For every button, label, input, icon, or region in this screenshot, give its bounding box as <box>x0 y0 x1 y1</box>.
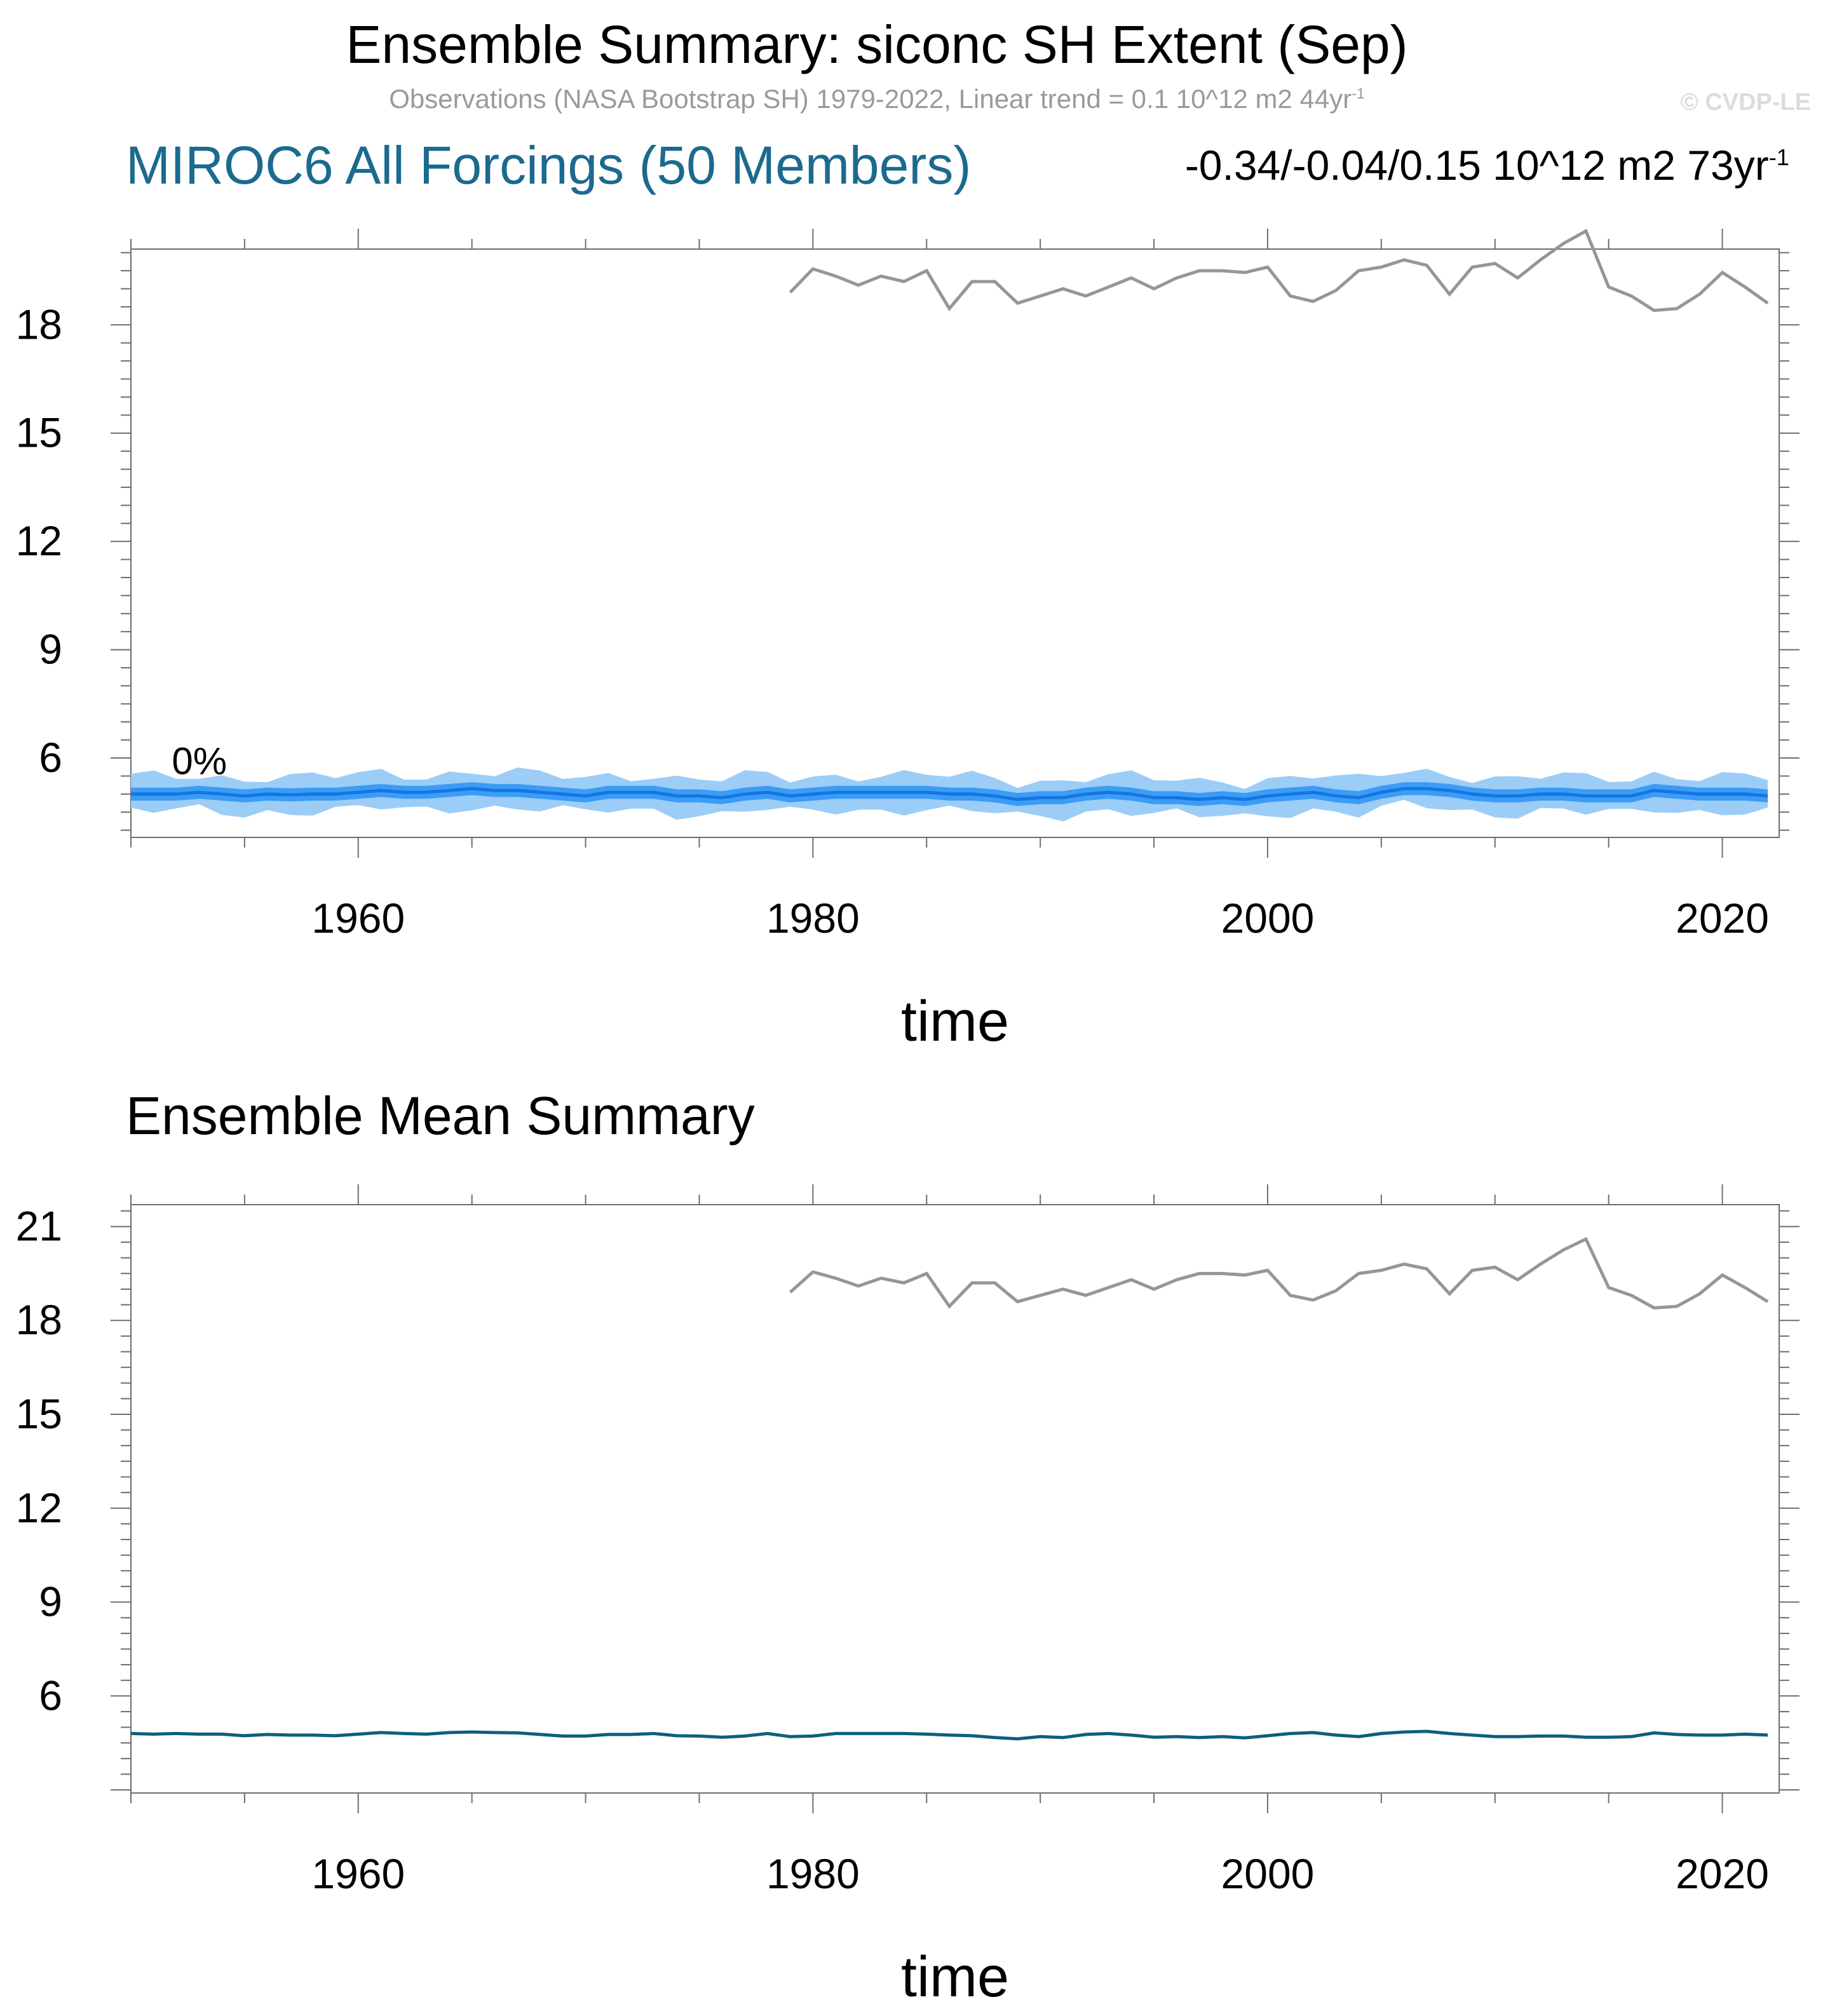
y-tick-label: 9 <box>39 626 62 673</box>
x-axis-label: time <box>901 990 1009 1053</box>
y-tick-label: 15 <box>16 1390 62 1437</box>
x-tick-label: 2020 <box>1676 895 1769 942</box>
x-tick-label: 1980 <box>766 895 860 942</box>
observations-line <box>789 1236 1769 1310</box>
y-tick-label: 18 <box>16 301 62 348</box>
y-tick-label: 9 <box>39 1578 62 1625</box>
chart-main-title: Ensemble Summary: siconc SH Extent (Sep) <box>346 15 1408 74</box>
x-axis-label: time <box>901 1945 1009 2009</box>
x-tick-label: 2000 <box>1221 895 1315 942</box>
panel1-title: MIROC6 All Forcings (50 Members) <box>126 135 972 195</box>
y-tick-label: 12 <box>16 1484 62 1531</box>
plot-frame <box>130 248 1780 838</box>
y-tick-label: 15 <box>16 409 62 456</box>
x-tick-label: 1960 <box>311 1850 405 1897</box>
plot-frame <box>130 1204 1780 1794</box>
observations-line <box>789 229 1769 313</box>
x-tick-label: 2020 <box>1676 1850 1769 1897</box>
y-tick-label: 6 <box>39 734 62 781</box>
x-tick-label: 1960 <box>311 895 405 942</box>
observations-subtitle: Observations (NASA Bootstrap SH) 1979-20… <box>389 84 1365 114</box>
copyright-label: © CVDP-LE <box>1680 89 1811 116</box>
ensemble-mean-line <box>131 787 1768 801</box>
y-tick-label: 6 <box>39 1672 62 1719</box>
y-tick-label: 18 <box>16 1296 62 1343</box>
panel2-plot: 1960 1980 2000 2020 6 9 12 15 18 21 time <box>16 1184 1800 2009</box>
panel2-title: Ensemble Mean Summary <box>126 1086 755 1146</box>
panel1-trend-stats: -0.34/-0.04/0.15 10^12 m2 73yr-1 <box>1184 142 1789 189</box>
x-tick-label: 2000 <box>1221 1850 1315 1897</box>
percent-label: 0% <box>172 740 227 783</box>
y-tick-label: 12 <box>16 517 62 564</box>
y-tick-label: 21 <box>16 1202 62 1249</box>
x-tick-label: 1980 <box>766 1850 860 1897</box>
ensemble-mean-line <box>130 1729 1768 1741</box>
panel1-plot: 1960 1980 2000 2020 6 9 12 15 18 time 0% <box>16 229 1800 1053</box>
